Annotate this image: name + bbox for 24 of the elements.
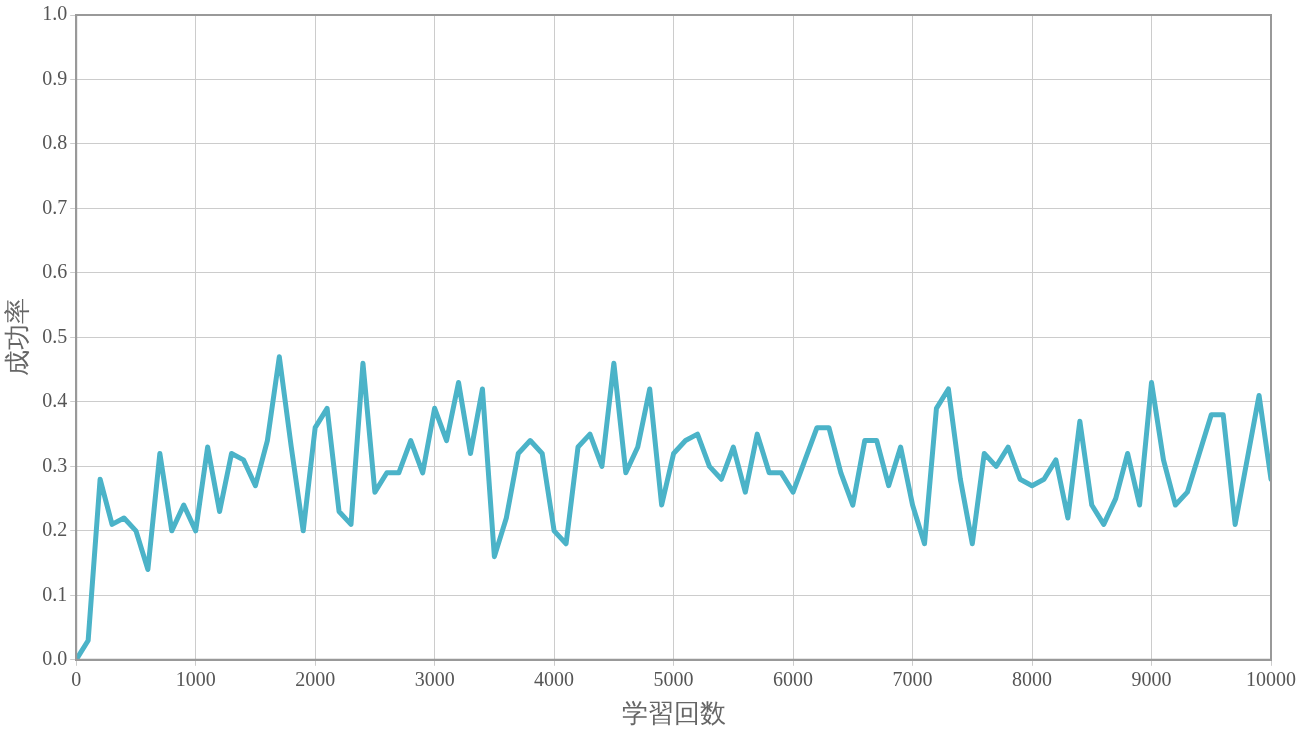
y-tick-label: 1.0 (42, 2, 68, 25)
x-tick-label: 10000 (1246, 668, 1296, 691)
y-tick-label: 0.1 (42, 582, 68, 605)
y-tick-label: 0.3 (42, 453, 68, 476)
y-tick-label: 0.7 (42, 195, 68, 218)
y-tick-label: 0.9 (42, 66, 68, 89)
x-axis-title: 学習回数 (621, 698, 726, 729)
x-tick-label: 6000 (773, 668, 814, 691)
x-tick-label: 0 (71, 668, 82, 691)
y-tick-label: 0.2 (42, 518, 68, 541)
y-axis-title: 成功率 (2, 298, 33, 377)
x-tick-label: 9000 (1131, 668, 1172, 691)
x-tick-label: 7000 (892, 668, 933, 691)
y-tick-label: 0.5 (42, 324, 68, 347)
y-tick-label: 0.6 (42, 260, 68, 283)
y-tick-label: 0.0 (42, 647, 68, 670)
x-tick-label: 8000 (1012, 668, 1053, 691)
y-tick-label: 0.4 (42, 389, 68, 412)
x-tick-label: 5000 (653, 668, 694, 691)
x-tick-label: 1000 (175, 668, 216, 691)
x-tick-label: 2000 (295, 668, 336, 691)
x-tick-label: 4000 (534, 668, 575, 691)
x-tick-label: 3000 (414, 668, 455, 691)
y-tick-label: 0.8 (42, 131, 68, 154)
